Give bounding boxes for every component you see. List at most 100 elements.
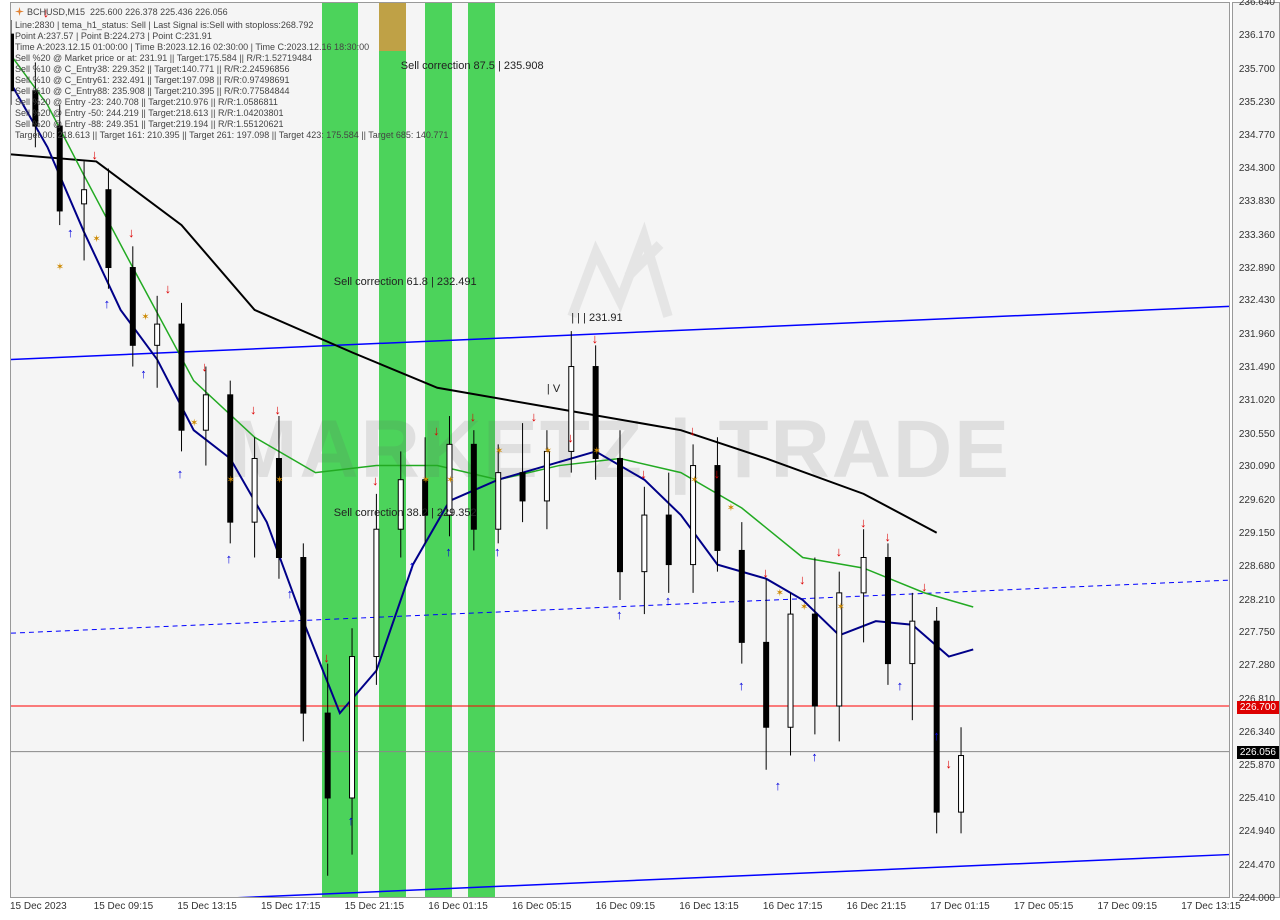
price-tick: 228.680 (1239, 561, 1275, 572)
down-arrow: ↓ (165, 281, 172, 296)
price-tick: 230.090 (1239, 461, 1275, 472)
down-arrow: ↓ (91, 147, 98, 162)
star-marker: ✶ (837, 602, 845, 613)
up-arrow: ↑ (445, 544, 452, 559)
time-tick: 15 Dec 13:15 (177, 901, 237, 912)
down-arrow: ↓ (689, 423, 696, 438)
star-marker: ✶ (727, 503, 735, 514)
price-tick: 224.000 (1239, 893, 1275, 904)
star-marker: ✶ (495, 446, 503, 457)
price-tick: 236.640 (1239, 0, 1275, 8)
star-marker: ✶ (544, 446, 552, 457)
up-arrow: ↑ (348, 813, 355, 828)
star-marker: ✶ (690, 475, 698, 486)
info-line-2: Time A:2023.12.15 01:00:00 | Time B:2023… (15, 42, 369, 52)
price-tick: 229.150 (1239, 528, 1275, 539)
down-arrow: ↓ (372, 473, 379, 488)
price-tick: 226.340 (1239, 727, 1275, 738)
time-tick: 16 Dec 13:15 (679, 901, 739, 912)
annotation-3: Sell correction 61.8 | 232.491 (334, 276, 477, 288)
star-marker: ✶ (190, 418, 198, 429)
price-tick: 231.960 (1239, 329, 1275, 340)
up-arrow: ↑ (104, 296, 111, 311)
up-arrow: ↑ (226, 551, 233, 566)
down-arrow: ↓ (714, 466, 721, 481)
star-marker: ✶ (800, 602, 808, 613)
info-line-1: Point A:237.57 | Point B:224.273 | Point… (15, 31, 212, 41)
price-tick: 230.550 (1239, 429, 1275, 440)
star-marker: ✶ (422, 475, 430, 486)
up-arrow: ↑ (897, 678, 904, 693)
down-arrow: ↓ (592, 331, 599, 346)
time-tick: 15 Dec 09:15 (94, 901, 154, 912)
up-arrow: ↑ (738, 678, 745, 693)
time-tick: 15 Dec 2023 (10, 901, 67, 912)
price-tick: 235.700 (1239, 64, 1275, 75)
up-arrow: ↑ (177, 466, 184, 481)
price-tag-red: 226.700 (1237, 701, 1279, 714)
annotation-2: | V (547, 383, 560, 395)
time-tick: 16 Dec 09:15 (596, 901, 656, 912)
up-arrow: ↑ (409, 558, 416, 573)
time-axis[interactable]: 15 Dec 202315 Dec 09:1515 Dec 13:1515 De… (10, 898, 1230, 912)
symbol-icon (15, 7, 24, 16)
star-marker: ✶ (56, 262, 64, 273)
down-arrow: ↓ (531, 409, 538, 424)
info-line-3: Sell %20 @ Market price or at: 231.91 ||… (15, 53, 312, 63)
down-arrow: ↓ (945, 756, 952, 771)
symbol-ohlc: 225.600 226.378 225.436 226.056 (90, 7, 228, 17)
price-tick: 234.770 (1239, 130, 1275, 141)
down-arrow: ↓ (274, 402, 281, 417)
up-arrow: ↑ (140, 366, 147, 381)
time-tick: 16 Dec 21:15 (847, 901, 907, 912)
price-tick: 231.490 (1239, 362, 1275, 373)
price-tick: 232.430 (1239, 295, 1275, 306)
price-tag-black: 226.056 (1237, 746, 1279, 759)
price-tick: 224.940 (1239, 826, 1275, 837)
star-marker: ✶ (92, 234, 100, 245)
time-tick: 16 Dec 17:15 (763, 901, 823, 912)
price-tick: 227.750 (1239, 627, 1275, 638)
down-arrow: ↓ (128, 225, 135, 240)
time-tick: 17 Dec 05:15 (1014, 901, 1074, 912)
info-line-10: Target 00: 218.613 || Target 161: 210.39… (15, 130, 448, 140)
down-arrow: ↓ (799, 572, 806, 587)
price-tick: 225.870 (1239, 760, 1275, 771)
info-line-4: Sell %10 @ C_Entry38: 229.352 || Target:… (15, 64, 290, 74)
up-arrow: ↑ (67, 225, 74, 240)
down-arrow: ↓ (470, 409, 477, 424)
price-tick: 225.410 (1239, 793, 1275, 804)
info-line-5: Sell %10 @ C_Entry61: 232.491 || Target:… (15, 75, 290, 85)
time-tick: 17 Dec 09:15 (1098, 901, 1158, 912)
down-arrow: ↓ (567, 430, 574, 445)
info-line-0: Line:2830 | tema_h1_status: Sell | Last … (15, 20, 313, 30)
price-tick: 227.280 (1239, 660, 1275, 671)
up-arrow: ↑ (933, 728, 940, 743)
time-tick: 17 Dec 01:15 (930, 901, 990, 912)
price-axis[interactable]: 236.640236.170235.700235.230234.770234.3… (1232, 2, 1280, 898)
down-arrow: ↓ (762, 565, 769, 580)
up-arrow: ↑ (287, 586, 294, 601)
up-arrow: ↑ (665, 593, 672, 608)
price-tick: 231.020 (1239, 395, 1275, 406)
time-tick: 16 Dec 05:15 (512, 901, 572, 912)
up-arrow: ↑ (494, 544, 501, 559)
annotation-4: Sell correction 38.2 | 229.352 (334, 507, 477, 519)
down-arrow: ↓ (921, 579, 928, 594)
down-arrow: ↓ (836, 544, 843, 559)
price-tick: 233.830 (1239, 196, 1275, 207)
chart-area[interactable]: MARKETZ | TRADE BCHUSD,M15 225.600 226.3… (10, 2, 1230, 898)
down-arrow: ↓ (884, 529, 891, 544)
info-line-9: Sell %20 @ Entry -88: 249.351 || Target:… (15, 119, 284, 129)
annotation-1: | | | 231.91 (571, 312, 622, 324)
price-tick: 232.890 (1239, 263, 1275, 274)
price-tick: 224.470 (1239, 860, 1275, 871)
annotation-0: Sell correction 87.5 | 235.908 (401, 60, 544, 72)
price-tick: 235.230 (1239, 97, 1275, 108)
price-tick: 233.360 (1239, 230, 1275, 241)
star-marker: ✶ (446, 475, 454, 486)
star-marker: ✶ (141, 312, 149, 323)
price-tick: 236.170 (1239, 30, 1275, 41)
symbol-name: BCHUSD,M15 (27, 7, 85, 17)
time-tick: 17 Dec 13:15 (1181, 901, 1241, 912)
